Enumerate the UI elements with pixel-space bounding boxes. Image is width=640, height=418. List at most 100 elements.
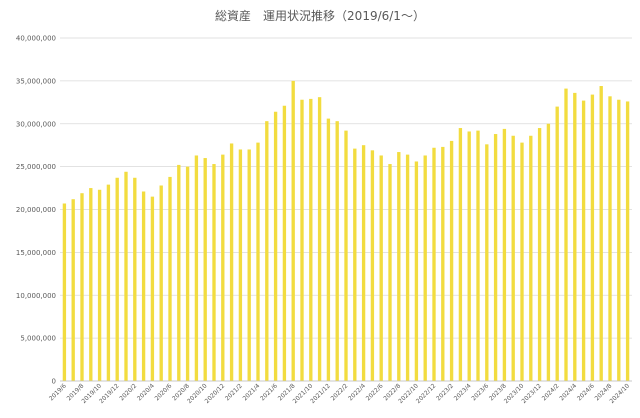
bar — [80, 193, 84, 381]
bar — [511, 135, 515, 381]
bar — [405, 154, 410, 381]
bar — [414, 161, 419, 381]
bar — [397, 152, 401, 381]
bar — [467, 131, 471, 381]
bar — [194, 155, 199, 381]
bar — [177, 164, 181, 381]
bar — [361, 145, 366, 381]
bar — [502, 128, 507, 381]
bar — [388, 164, 392, 381]
y-tick-label: 10,000,000 — [16, 292, 56, 300]
y-tick-label: 25,000,000 — [16, 163, 56, 171]
x-tick-label: 2020/2 — [118, 382, 138, 402]
x-tick-label: 2023/6 — [470, 382, 490, 402]
y-tick-label: 0 — [52, 378, 56, 386]
x-tick-label: 2019/12 — [98, 382, 121, 405]
bar — [379, 155, 383, 381]
bar — [256, 142, 260, 381]
bar — [353, 148, 357, 381]
bar — [441, 146, 445, 381]
bar — [344, 130, 348, 381]
bar — [133, 177, 137, 381]
bar — [564, 88, 568, 381]
x-tick-label: 2022/2 — [330, 382, 350, 402]
x-tick-label: 2022/4 — [347, 382, 367, 402]
chart-title: 総資産 運用状況推移（2019/6/1～） — [215, 8, 425, 23]
x-tick-label: 2020/4 — [136, 382, 156, 402]
x-tick-label: 2020/12 — [204, 382, 227, 405]
bar — [150, 196, 155, 381]
bar — [617, 99, 621, 382]
x-tick-label: 2021/2 — [224, 382, 244, 402]
bar — [159, 185, 163, 381]
bar — [546, 123, 551, 381]
x-tick-label: 2021/4 — [242, 382, 262, 402]
bar — [529, 135, 533, 381]
y-tick-label: 15,000,000 — [16, 249, 56, 257]
bar — [106, 184, 111, 381]
bar — [581, 100, 586, 381]
bar — [71, 199, 75, 381]
x-tick-label: 2023/12 — [520, 382, 543, 405]
bar — [141, 191, 146, 381]
bar — [124, 171, 128, 381]
x-tick-label: 2024/2 — [541, 382, 561, 402]
bar — [432, 147, 436, 381]
x-tick-label: 2023/2 — [435, 382, 455, 402]
bar — [203, 158, 207, 381]
bar — [599, 86, 603, 382]
bar — [573, 92, 577, 381]
bar — [317, 97, 322, 381]
bar — [493, 134, 498, 381]
bar — [291, 80, 295, 381]
bar — [62, 203, 67, 381]
bar — [247, 149, 251, 381]
bar — [537, 128, 542, 381]
bar — [555, 106, 559, 381]
x-tick-label: 2021/6 — [259, 382, 279, 402]
x-tick-label: 2021/12 — [309, 382, 332, 405]
y-tick-label: 5,000,000 — [20, 335, 56, 343]
bar — [300, 99, 304, 382]
x-axis-tick-labels: 2019/62019/82019/102019/122020/22020/420… — [48, 382, 631, 405]
bar — [229, 143, 234, 381]
x-tick-label: 2022/12 — [415, 382, 438, 405]
y-tick-label: 30,000,000 — [16, 120, 56, 128]
bar — [89, 188, 93, 381]
bar — [282, 105, 287, 382]
bar — [458, 128, 463, 381]
y-tick-label: 35,000,000 — [16, 77, 56, 85]
bar — [625, 101, 630, 381]
bar — [590, 94, 595, 381]
bar — [423, 155, 427, 381]
y-tick-label: 20,000,000 — [16, 206, 56, 214]
bar — [221, 154, 225, 381]
bar — [326, 118, 331, 381]
bar — [265, 121, 269, 382]
bar — [185, 166, 190, 381]
x-tick-label: 2020/6 — [154, 382, 174, 402]
bar — [485, 144, 489, 381]
bar — [335, 121, 339, 382]
x-tick-label: 2022/6 — [365, 382, 385, 402]
bar — [97, 189, 102, 381]
x-tick-label: 2024/4 — [558, 382, 578, 402]
bar — [309, 98, 313, 381]
bar — [238, 149, 243, 381]
x-tick-label: 2024/10 — [608, 382, 631, 405]
y-axis-tick-labels: 0 5,000,000 10,000,000 15,000,000 20,000,000… — [16, 35, 56, 386]
bar — [168, 176, 172, 381]
bars — [62, 80, 630, 382]
bar — [115, 177, 119, 381]
x-tick-label: 2023/4 — [453, 382, 473, 402]
bar — [520, 142, 524, 381]
bar — [370, 150, 375, 381]
bar — [449, 140, 454, 381]
bar — [476, 130, 480, 381]
bar — [608, 96, 612, 381]
y-tick-label: 40,000,000 — [16, 35, 56, 43]
x-tick-label: 2024/6 — [576, 382, 596, 402]
bar — [273, 111, 278, 382]
bar — [212, 164, 216, 381]
